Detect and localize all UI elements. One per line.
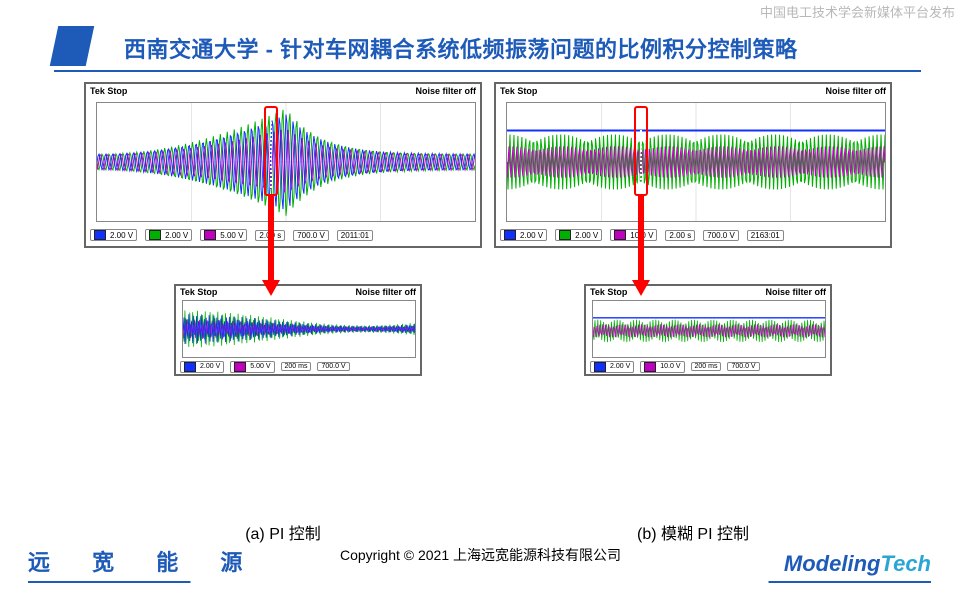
scope-b-main: Tek Stop Noise filter off 2 xyxy=(494,82,892,248)
scope-a-main: Tek Stop Noise filter off xyxy=(84,82,482,248)
scope-b-runstate: Tek Stop xyxy=(500,86,537,96)
scope-b-filter: Noise filter off xyxy=(825,86,886,96)
scope-b-timebase: 2.00 s xyxy=(665,230,695,241)
scope-a-zoom-header: Tek Stop Noise filter off xyxy=(180,287,416,301)
scope-a-zoom-footer: 2.00 V 5.00 V 200 ms 700.0 V xyxy=(180,360,416,373)
scope-b-svg xyxy=(507,103,885,221)
callout-bracket-a xyxy=(264,106,278,196)
header-underline xyxy=(54,70,921,72)
scope-b-zoom-ch3: 10.0 V xyxy=(640,361,684,373)
scope-a-zoom-ch1: 2.00 V xyxy=(180,361,224,373)
scope-a-counter: 2011:01 xyxy=(337,230,373,241)
scope-b-zoom-runstate: Tek Stop xyxy=(590,287,627,297)
header-accent-shape xyxy=(50,26,95,66)
footer: Copyright © 2021 上海远宽能源科技有限公司 远 宽 能 源 Mo… xyxy=(0,537,961,587)
scope-a-ch1: 2.00 V xyxy=(90,229,137,241)
scope-b-zoom-footer: 2.00 V 10.0 V 200 ms 700.0 V xyxy=(590,360,826,373)
scope-a-zoom-ch3: 5.00 V xyxy=(230,361,274,373)
scope-b-ch1: 2.00 V xyxy=(500,229,547,241)
scope-a-zoom-filter: Noise filter off xyxy=(355,287,416,297)
scope-a-footer: 2.00 V 2.00 V 5.00 V 2.00 s 700.0 V 2011… xyxy=(90,226,476,244)
callout-arrow-a-stem xyxy=(268,196,274,282)
logo-right: ModelingTech xyxy=(784,551,931,577)
scope-a-header: Tek Stop Noise filter off xyxy=(90,86,476,100)
scope-b-zoom-trigger: 700.0 V xyxy=(727,362,759,371)
logo-right-word2: Tech xyxy=(880,551,931,576)
scope-a-ch2: 2.00 V xyxy=(145,229,192,241)
scope-b-counter: 2163:01 xyxy=(747,230,784,241)
scope-a-zoom-plot xyxy=(182,300,416,358)
logo-left: 远 宽 能 源 xyxy=(28,545,260,577)
scope-a-zoom-runstate: Tek Stop xyxy=(180,287,217,297)
scope-a-ch3: 5.00 V xyxy=(200,229,247,241)
scope-b-ch3: 10.0 V xyxy=(610,229,657,241)
slide-title: 西南交通大学 - 针对车网耦合系统低频振荡问题的比例积分控制策略 xyxy=(124,32,798,64)
watermark-text: 中国电工技术学会新媒体平台发布 xyxy=(760,2,955,21)
scope-b-footer: 2.00 V 2.00 V 10.0 V 2.00 s 700.0 V 2163… xyxy=(500,226,886,244)
scope-a-runstate: Tek Stop xyxy=(90,86,127,96)
scope-a-zoom-timebase: 200 ms xyxy=(281,362,312,371)
callout-arrow-a-head xyxy=(262,280,280,296)
scope-a-zoom-svg xyxy=(183,301,415,357)
callout-arrow-b-head xyxy=(632,280,650,296)
panel-b: Tek Stop Noise filter off 2 xyxy=(494,82,892,376)
content-area: Tek Stop Noise filter off xyxy=(0,82,961,531)
scope-b-zoom-svg xyxy=(593,301,825,357)
scope-b-zoom-plot xyxy=(592,300,826,358)
scope-a-trigger: 700.0 V xyxy=(293,230,329,241)
scope-a-plot xyxy=(96,102,476,222)
scope-b-zoom-filter: Noise filter off xyxy=(765,287,826,297)
scope-b-ch2: 2.00 V xyxy=(555,229,602,241)
panel-a: Tek Stop Noise filter off xyxy=(84,82,482,376)
scope-a-zoom-trigger: 700.0 V xyxy=(317,362,349,371)
scope-a-svg xyxy=(97,103,475,221)
scope-b-zoom-ch1: 2.00 V xyxy=(590,361,634,373)
scope-b-zoom-header: Tek Stop Noise filter off xyxy=(590,287,826,301)
scope-b-header: Tek Stop Noise filter off xyxy=(500,86,886,100)
scope-a-filter: Noise filter off xyxy=(415,86,476,96)
scope-b-zoom-timebase: 200 ms xyxy=(691,362,722,371)
scope-b-zoom: Tek Stop Noise filter off 2.00 V 10.0 V … xyxy=(584,284,832,376)
scope-b-plot xyxy=(506,102,886,222)
footer-rule xyxy=(28,581,931,583)
callout-bracket-b xyxy=(634,106,648,196)
callout-arrow-b-stem xyxy=(638,196,644,282)
scope-a-zoom: Tek Stop Noise filter off 2.00 V 5.00 V … xyxy=(174,284,422,376)
scope-b-trigger: 700.0 V xyxy=(703,230,739,241)
logo-right-word1: Modeling xyxy=(784,551,881,576)
